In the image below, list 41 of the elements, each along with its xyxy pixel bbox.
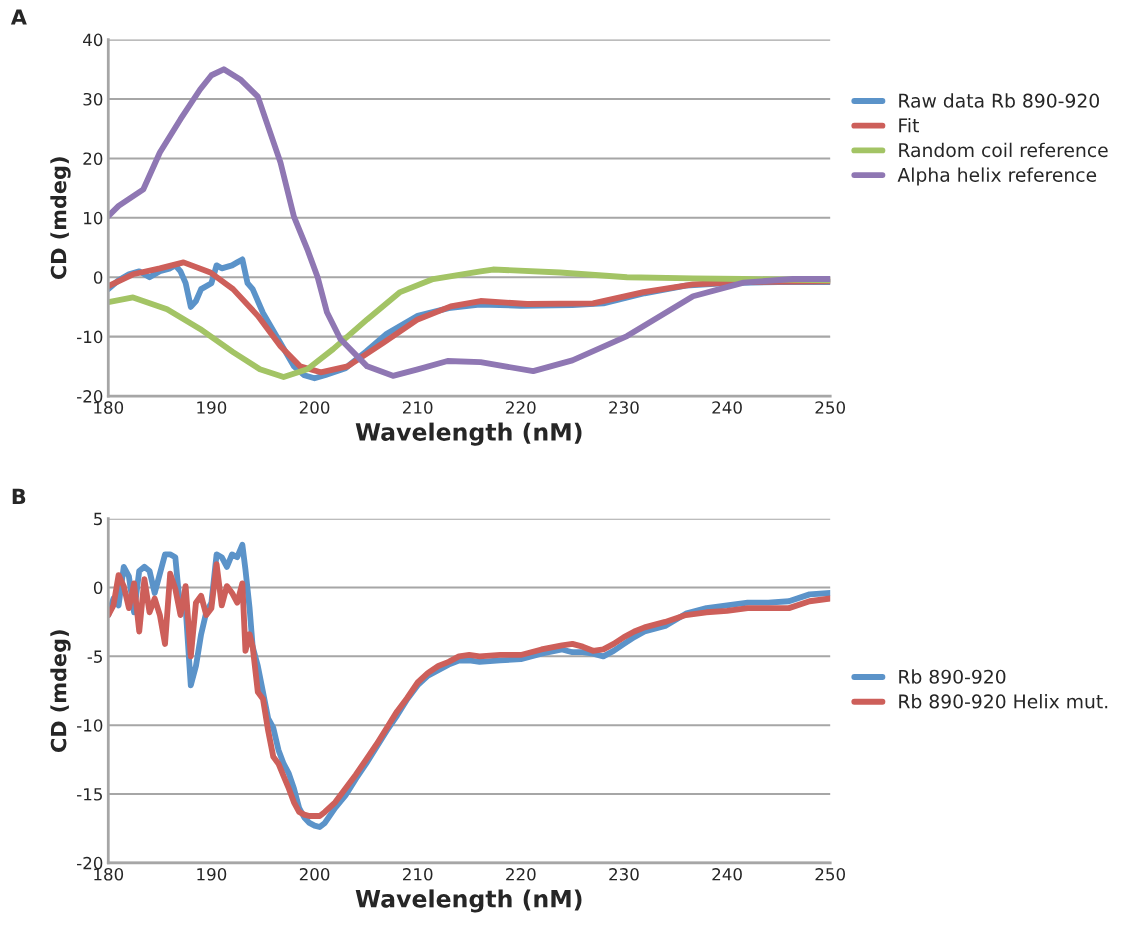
x-axis-title: Wavelength (nM): [355, 422, 582, 446]
x-tick-label: 240: [712, 401, 742, 414]
x-tick-label: 180: [94, 401, 124, 414]
y-tick-label: -10: [77, 719, 103, 732]
y-tick-label: 20: [83, 152, 103, 165]
x-axis-title: Wavelength (nM): [355, 889, 582, 913]
legend-label: Raw data Rb 890-920: [899, 93, 1099, 108]
y-tick-label: -20: [77, 390, 103, 403]
x-tick-label: 240: [712, 868, 742, 881]
legend-label: Fit: [899, 117, 919, 133]
y-tick-label: 40: [83, 33, 103, 47]
y-tick-label: 30: [83, 92, 103, 106]
y-tick-label: -20: [77, 856, 103, 870]
x-tick-label: 230: [609, 401, 639, 414]
y-axis-title: CD (mdeg): [50, 630, 71, 752]
y-tick-label: 0: [93, 581, 103, 595]
y-tick-label: -10: [77, 330, 103, 344]
x-tick-label: 200: [299, 401, 330, 414]
y-tick-label: -5: [87, 650, 102, 663]
y-tick-label: 10: [84, 211, 103, 225]
chart-title: B: [12, 488, 26, 504]
y-tick-label: -15: [77, 788, 102, 801]
y-tick-label: 5: [94, 512, 102, 526]
x-tick-label: 220: [506, 868, 536, 881]
legend-label: Random coil reference: [899, 142, 1108, 158]
x-tick-label: 200: [299, 868, 330, 881]
x-tick-label: 210: [403, 401, 433, 414]
x-tick-label: 190: [197, 401, 227, 414]
x-tick-label: 250: [815, 401, 846, 414]
x-tick-label: 230: [609, 868, 639, 881]
legend-label: Alpha helix reference: [897, 167, 1097, 186]
y-tick-label: 0: [93, 271, 103, 284]
x-tick-label: 180: [94, 868, 124, 881]
x-tick-label: 190: [197, 868, 227, 881]
x-tick-label: 220: [506, 401, 536, 414]
y-axis-title: CD (mdeg): [50, 157, 71, 280]
x-tick-label: 250: [815, 868, 846, 881]
legend-label: Rb 890-920: [899, 669, 1006, 684]
x-tick-label: 210: [403, 868, 433, 881]
legend-label: Rb 890-920 Helix mut.: [899, 694, 1108, 709]
chart-title: A: [10, 9, 27, 25]
